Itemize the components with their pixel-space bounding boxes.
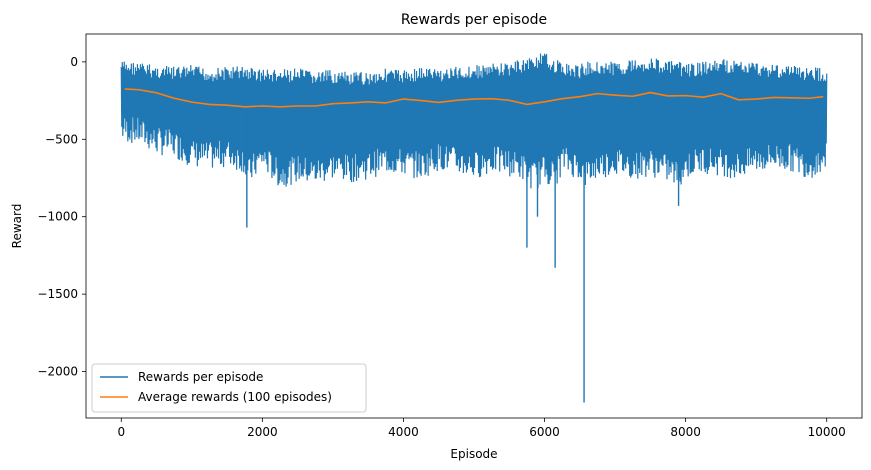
plot-frame — [85, 33, 863, 419]
legend-box — [91, 363, 367, 413]
x-tick-label: 6000 — [529, 425, 560, 439]
x-tick-label: 2000 — [247, 425, 278, 439]
x-axis-ticks: 0 2000 4000 6000 8000 10000 — [117, 418, 846, 439]
x-tick-label: 8000 — [670, 425, 701, 439]
y-tick-label: −500 — [45, 132, 78, 146]
y-axis-ticks: 0 −500 −1000 −1500 −2000 — [37, 55, 86, 379]
series-average-line — [124, 88, 824, 108]
series-rewards-line — [120, 53, 828, 189]
y-axis-label: Reward — [10, 204, 24, 249]
y-tick-label: 0 — [70, 55, 78, 69]
series-rewards — [120, 53, 828, 403]
legend-label-rewards: Rewards per episode — [138, 370, 263, 384]
legend-label-average: Average rewards (100 episodes) — [138, 390, 332, 404]
series-layer — [120, 53, 828, 403]
x-tick-label: 4000 — [388, 425, 419, 439]
chart-title: Rewards per episode — [401, 12, 547, 28]
x-tick-label: 0 — [117, 425, 125, 439]
x-axis-label: Episode — [450, 447, 497, 461]
y-tick-label: −1500 — [37, 287, 78, 301]
legend: Rewards per episode Average rewards (100… — [91, 363, 367, 413]
x-tick-label: 10000 — [808, 425, 846, 439]
y-tick-label: −2000 — [37, 365, 78, 379]
y-tick-label: −1000 — [37, 210, 78, 224]
